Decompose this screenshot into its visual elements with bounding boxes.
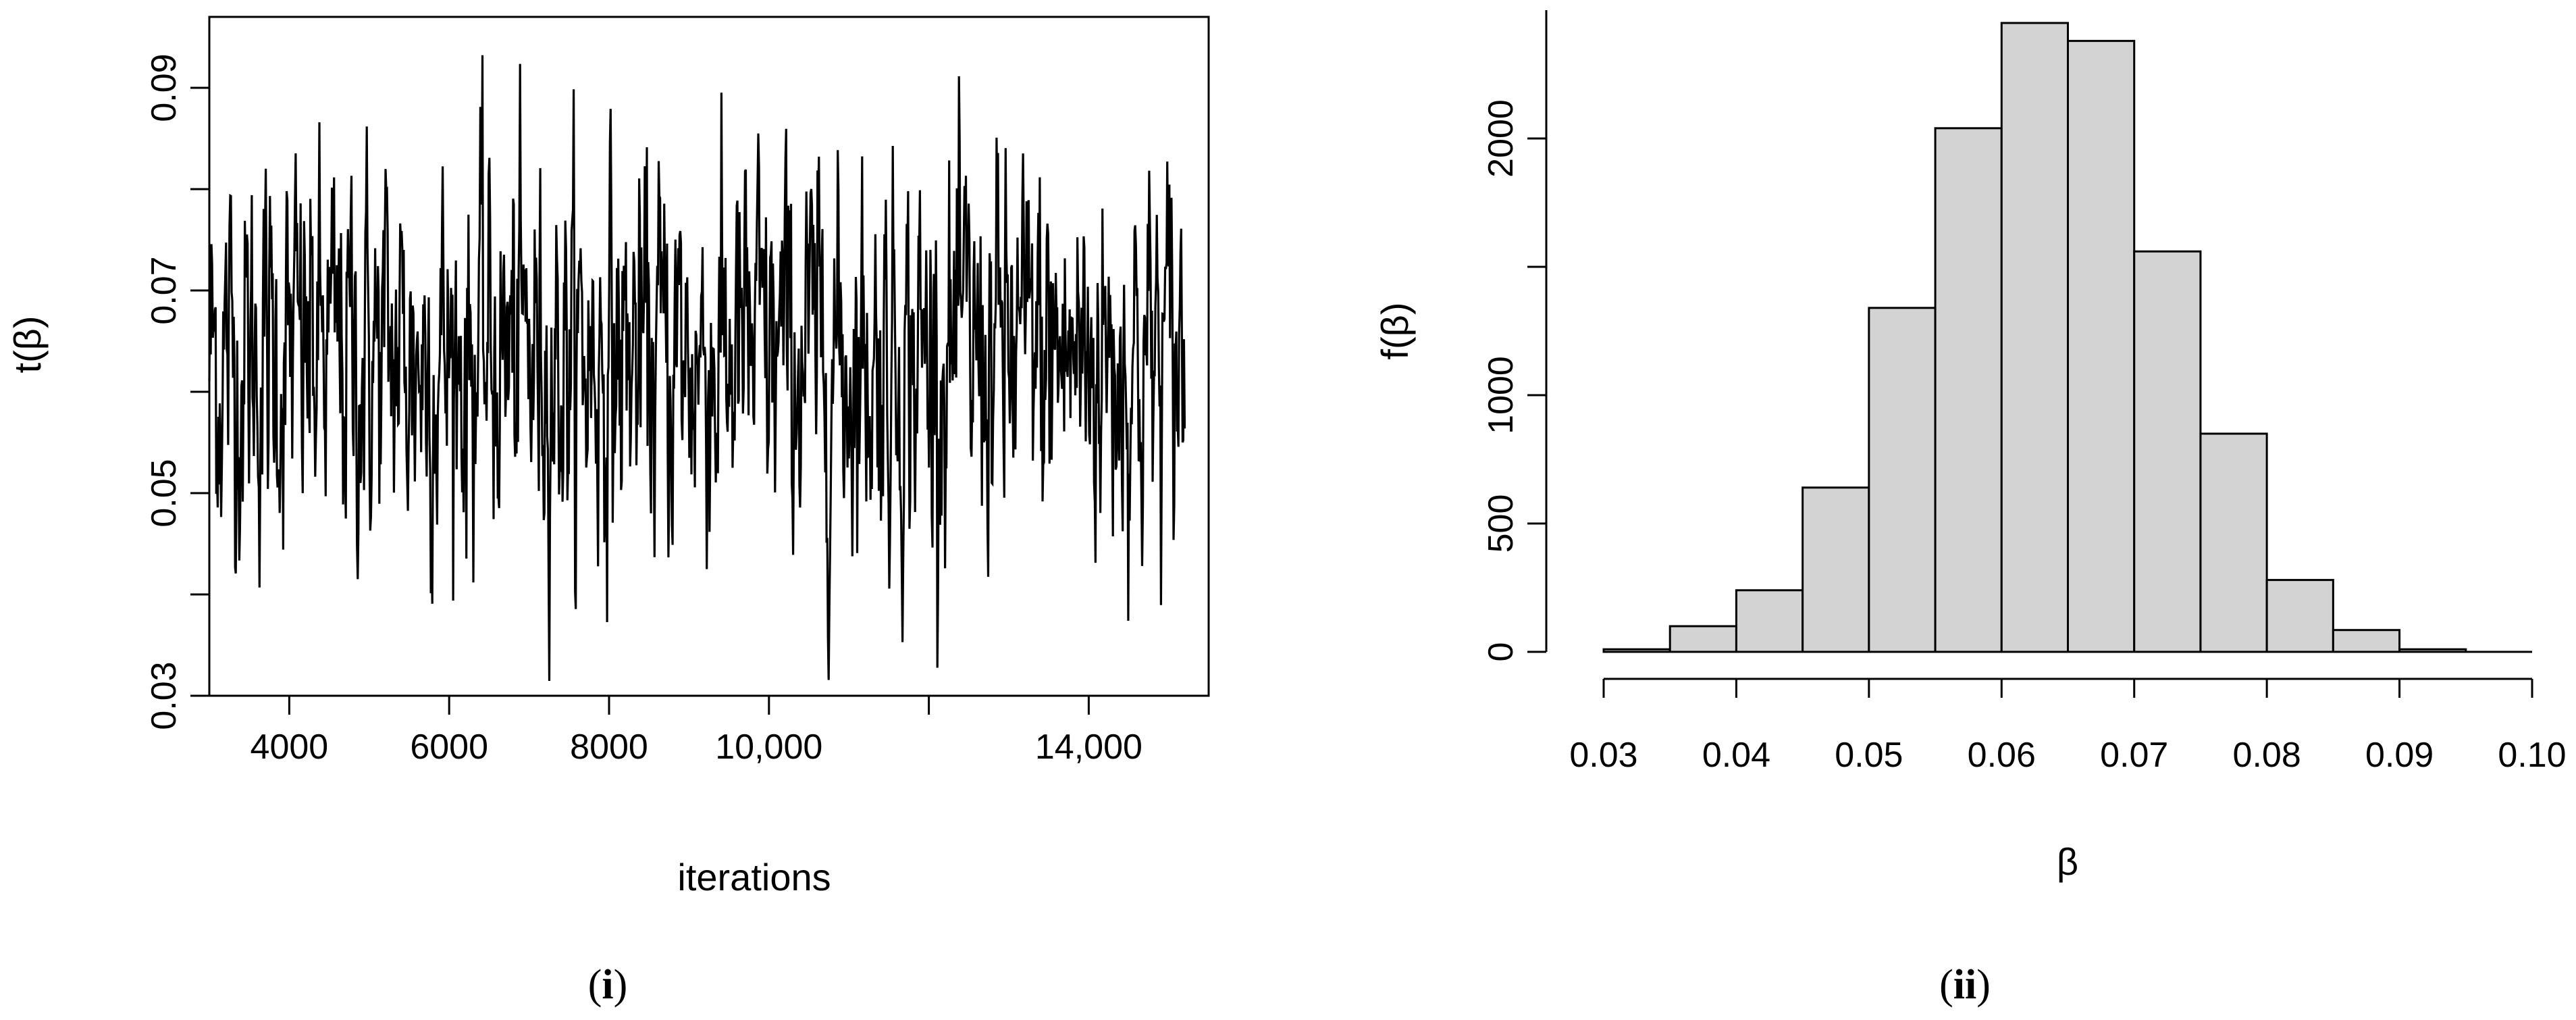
trace-y-tick-label: 0.05 bbox=[144, 459, 184, 527]
histogram-y-tick-label: 0 bbox=[1481, 642, 1521, 662]
panel-label-ii: (ii) bbox=[1939, 962, 1991, 1008]
trace-plot-panel: 0.03 0.05 0.07 0.09 4000 6000 8000 10,000 14,00… bbox=[6, 16, 1210, 1008]
histogram-bar bbox=[1602, 648, 1671, 653]
histogram-bar bbox=[2067, 40, 2136, 653]
histogram-bar bbox=[2398, 648, 2467, 653]
trace-x-axis: 4000 6000 8000 10,000 14,000 bbox=[251, 696, 1142, 767]
histogram-bar bbox=[1735, 589, 1804, 653]
histogram-bar bbox=[2133, 250, 2202, 653]
trace-y-tick-label: 0.07 bbox=[144, 256, 184, 324]
trace-x-tick-label: 4000 bbox=[251, 728, 329, 767]
histogram-x-tick-label: 0.05 bbox=[1835, 736, 1903, 775]
trace-line bbox=[208, 55, 1186, 682]
histogram-bars bbox=[1602, 22, 2532, 653]
histogram-y-tick-label: 1000 bbox=[1481, 356, 1521, 434]
histogram-x-axis: 0.03 0.04 0.05 0.06 0.07 0.08 0.09 0.10 bbox=[1569, 678, 2567, 775]
histogram-bar bbox=[2265, 579, 2334, 653]
histogram-x-tick-label: 0.07 bbox=[2100, 736, 2168, 775]
trace-y-axis-title: t(β) bbox=[6, 315, 49, 373]
histogram-y-axis: 0 500 1000 2000 bbox=[1481, 10, 1548, 662]
histogram-y-tick-label: 500 bbox=[1481, 494, 1521, 553]
histogram-x-tick-label: 0.04 bbox=[1702, 736, 1770, 775]
histogram-bar bbox=[1802, 486, 1870, 653]
panel-label-i-text: i bbox=[602, 962, 613, 1008]
histogram-x-tick-label: 0.06 bbox=[1968, 736, 2036, 775]
histogram-bar bbox=[1868, 307, 1937, 653]
trace-x-tick-label: 8000 bbox=[570, 728, 648, 767]
histogram-bar bbox=[2199, 432, 2268, 653]
trace-y-axis: 0.03 0.05 0.07 0.09 bbox=[144, 53, 209, 730]
histogram-bar bbox=[1934, 127, 2003, 653]
trace-x-tick-label: 6000 bbox=[410, 728, 488, 767]
histogram-y-axis-title: f(β) bbox=[1373, 302, 1416, 359]
panel-label-ii-open: ( bbox=[1939, 962, 1953, 1008]
trace-x-tick-label: 10,000 bbox=[715, 728, 822, 767]
histogram-bar bbox=[2332, 629, 2401, 653]
panel-label-ii-text: ii bbox=[1953, 962, 1976, 1008]
trace-x-tick-label: 14,000 bbox=[1035, 728, 1142, 767]
panel-label-i-open: ( bbox=[588, 962, 602, 1008]
histogram-x-tick-label: 0.09 bbox=[2365, 736, 2434, 775]
panel-label-i: (i) bbox=[588, 962, 628, 1008]
histogram-bar bbox=[2000, 22, 2069, 653]
histogram-x-axis-title: β bbox=[2057, 840, 2078, 883]
histogram-x-tick-label: 0.10 bbox=[2498, 736, 2566, 775]
histogram-x-tick-label: 0.03 bbox=[1569, 736, 1637, 775]
trace-series-line bbox=[208, 55, 1186, 682]
histogram-y-tick-label: 2000 bbox=[1481, 99, 1521, 178]
trace-y-tick-label: 0.03 bbox=[144, 661, 184, 730]
histogram-x-tick-label: 0.08 bbox=[2233, 736, 2301, 775]
trace-y-tick-label: 0.09 bbox=[144, 53, 184, 122]
histogram-bar bbox=[1668, 625, 1737, 653]
panel-label-i-close: ) bbox=[614, 962, 628, 1008]
trace-x-axis-title: iterations bbox=[677, 856, 831, 898]
panel-label-ii-close: ) bbox=[1976, 962, 1991, 1008]
